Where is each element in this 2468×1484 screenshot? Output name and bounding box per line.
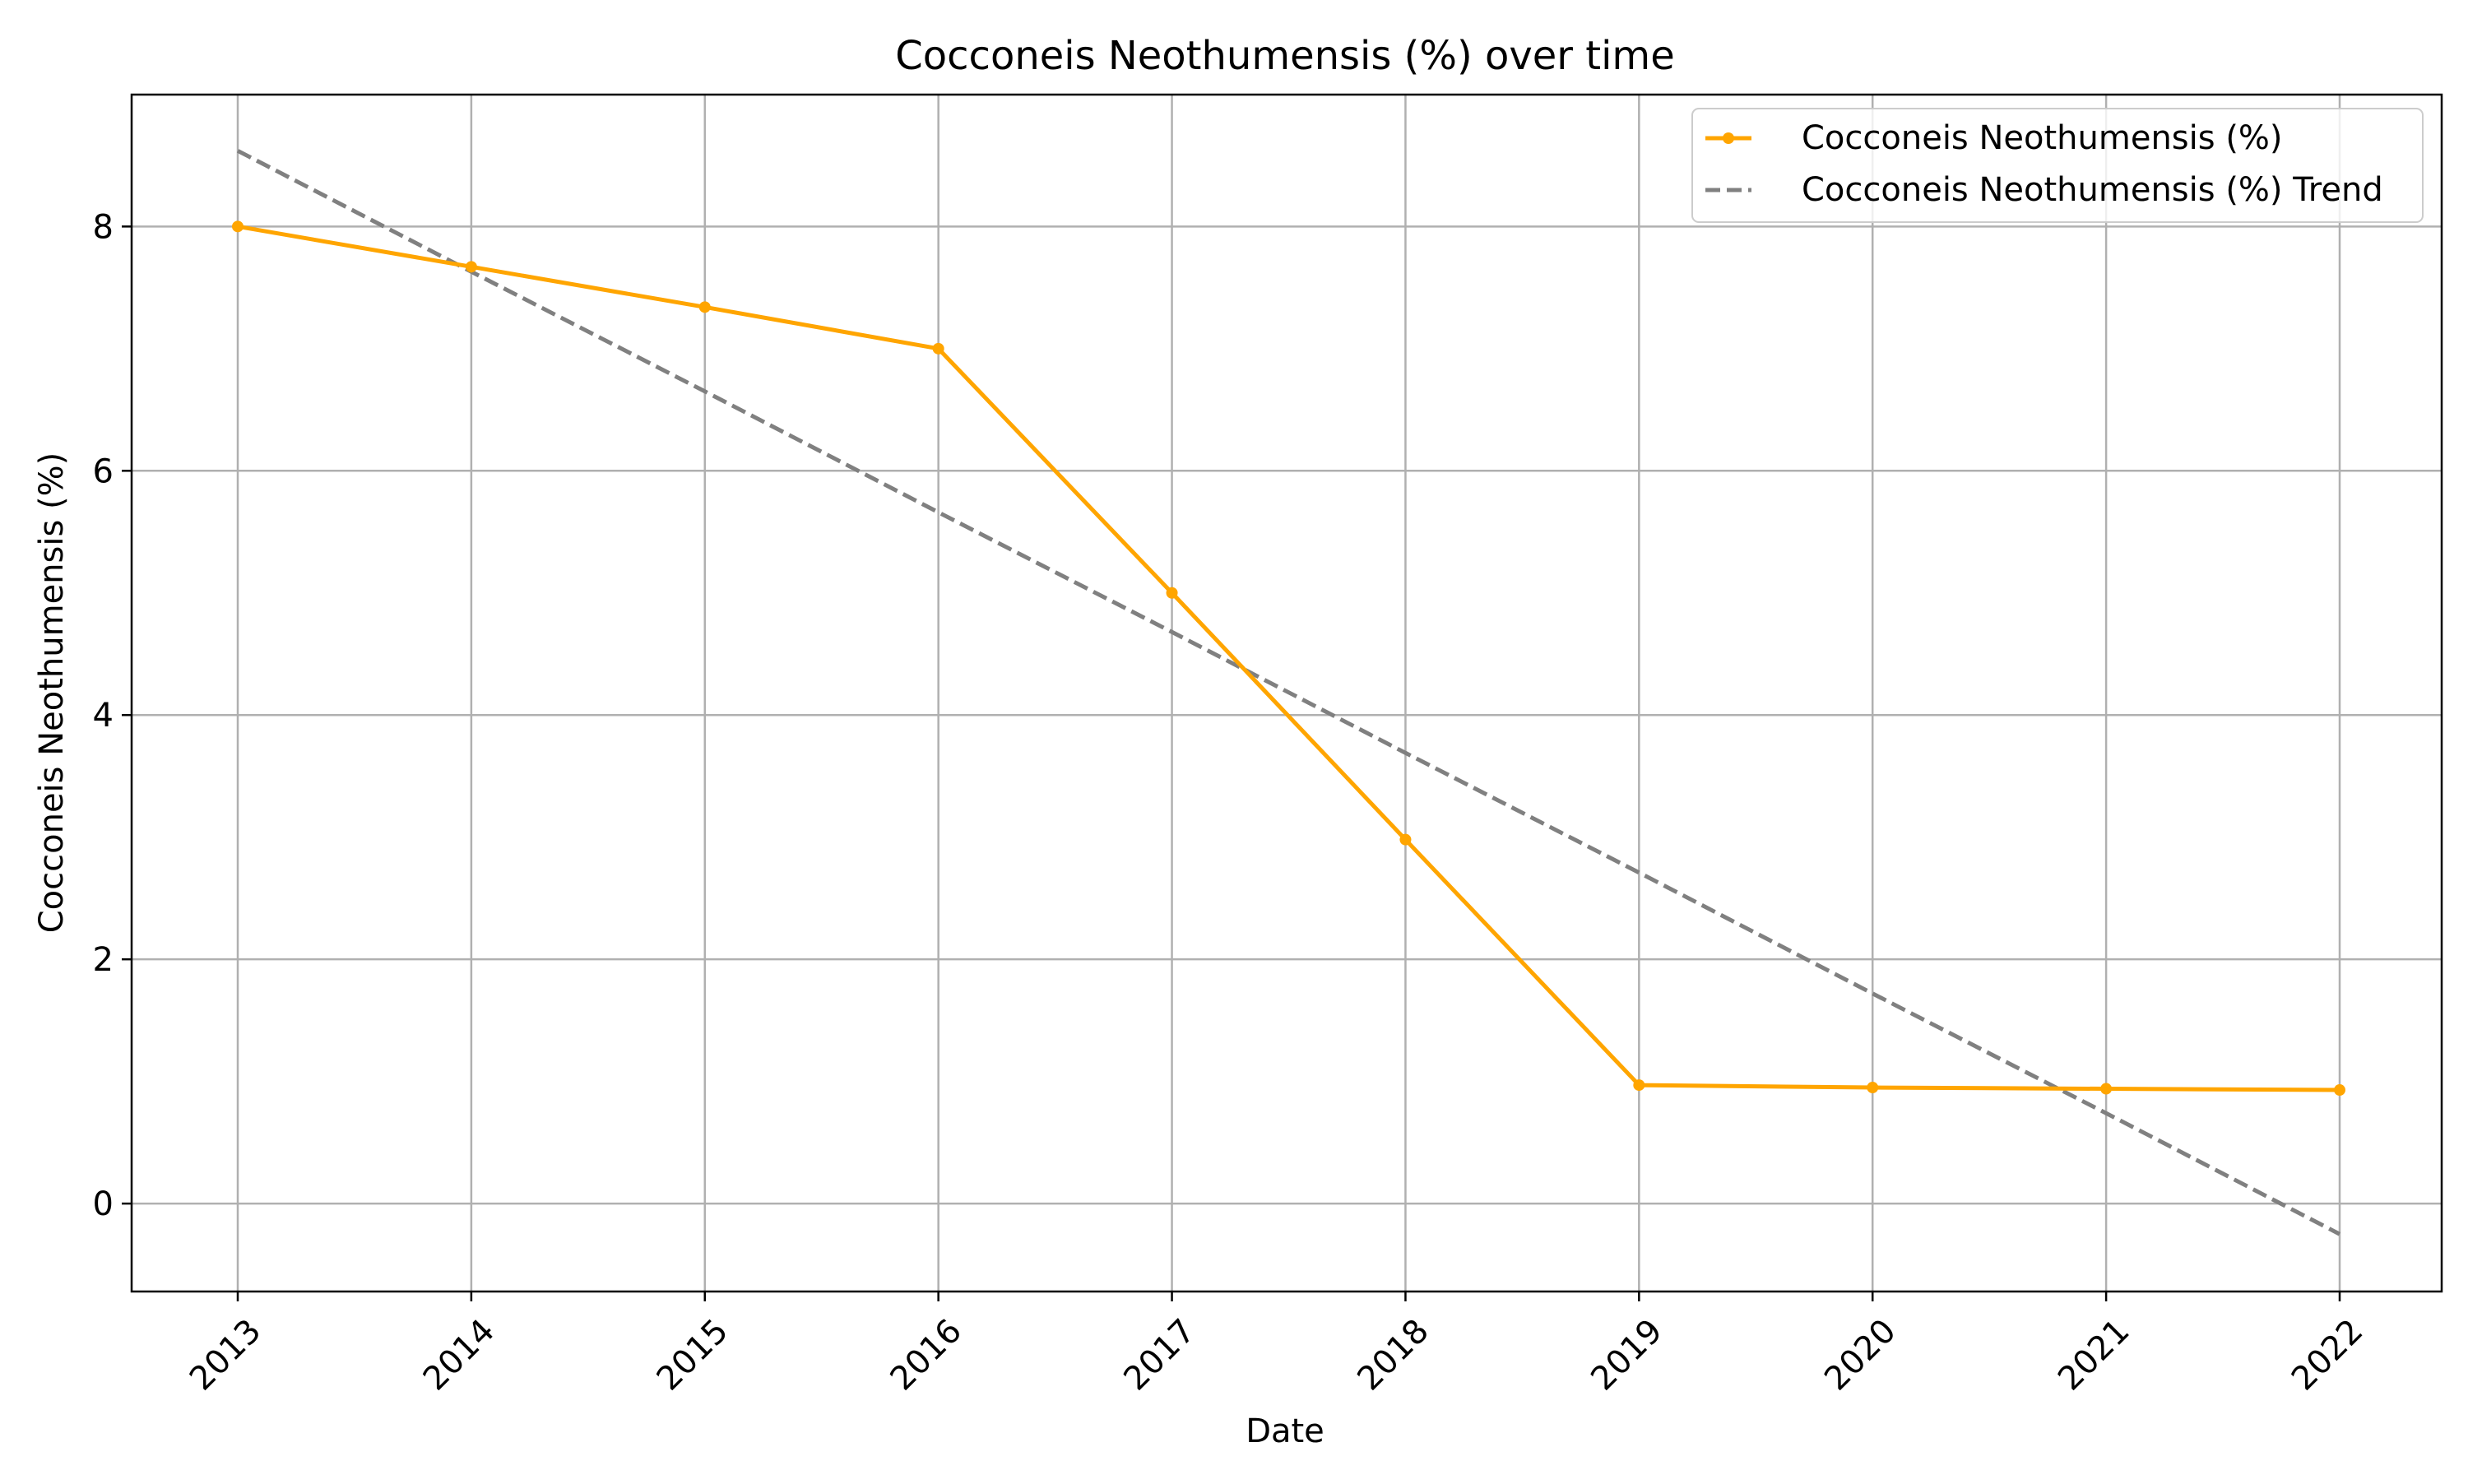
y-tick-label: 4 (93, 697, 114, 735)
data-point (232, 220, 244, 233)
data-point (698, 301, 711, 313)
y-axis-label: Cocconeis Neothumensis (%) (33, 452, 71, 934)
y-tick-label: 0 (93, 1185, 114, 1223)
data-point (1867, 1082, 1879, 1094)
series-line-actual (237, 224, 2340, 1092)
legend-label-actual: Cocconeis Neothumensis (%) (1802, 119, 2283, 157)
series-layer (232, 149, 2345, 1236)
series-line-trend (236, 149, 2341, 1236)
legend-label-trend: Cocconeis Neothumensis (%) Trend (1802, 171, 2383, 209)
legend-box (1691, 108, 2424, 223)
data-point (1399, 833, 1412, 846)
legend: Cocconeis Neothumensis (%) Cocconeis Neo… (1691, 108, 2424, 223)
y-tick-label: 8 (93, 208, 114, 246)
y-tick-label: 2 (93, 941, 114, 979)
data-point (932, 342, 944, 355)
data-point (1166, 587, 1178, 599)
y-tick-label: 6 (93, 452, 114, 490)
legend-marker-actual (1723, 132, 1734, 144)
plot-area-frame (130, 93, 2443, 1293)
data-point (465, 261, 477, 273)
chart-title: Cocconeis Neothumensis (%) over time (895, 33, 1674, 79)
data-point (2334, 1084, 2345, 1097)
data-point (1633, 1079, 1645, 1092)
x-axis-label: Date (1246, 1412, 1324, 1450)
data-point (2100, 1083, 2113, 1095)
